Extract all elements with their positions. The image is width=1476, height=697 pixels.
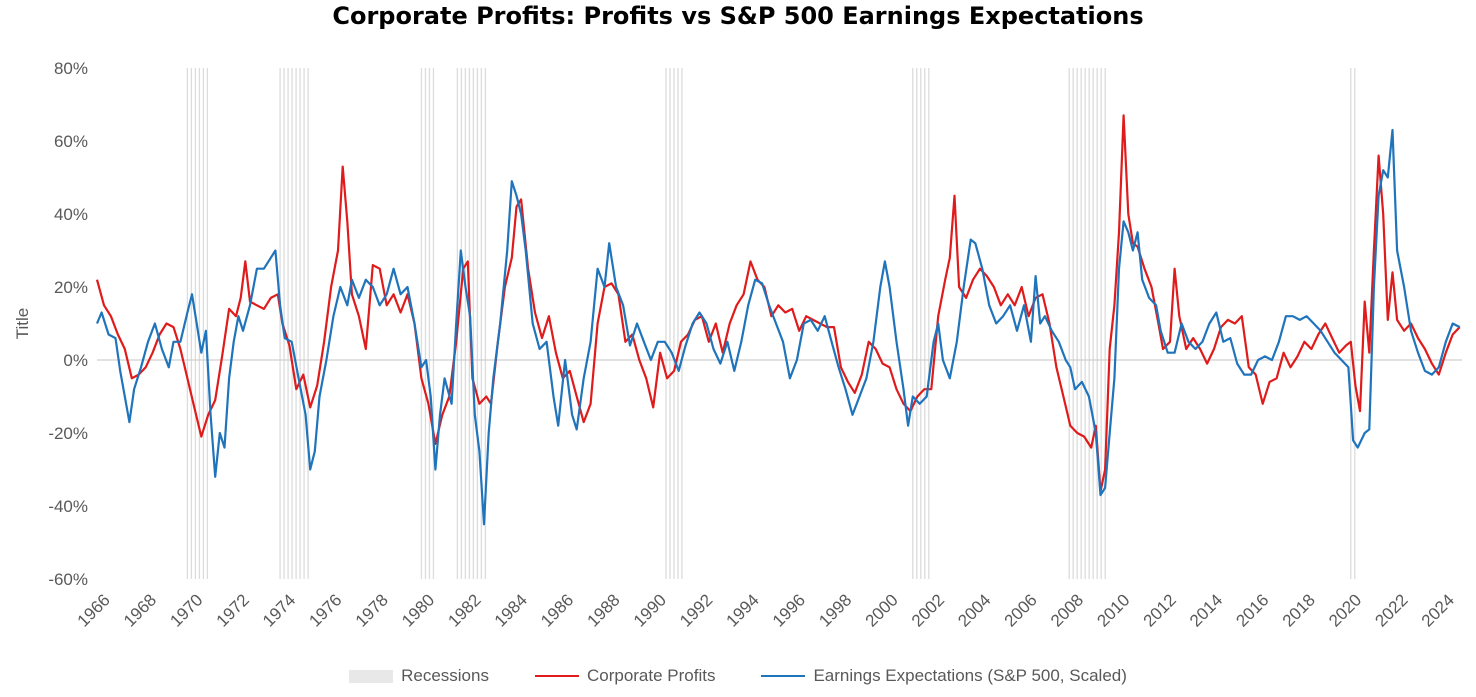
x-tick-label: 1976: [305, 590, 345, 630]
x-tick-label: 1982: [444, 590, 484, 630]
x-tick-label: 1972: [213, 590, 253, 630]
recession-band-2: [279, 68, 309, 579]
x-tick-label: 2024: [1418, 590, 1458, 630]
x-tick-label: 1974: [259, 590, 299, 630]
x-tick-label: 1978: [352, 590, 392, 630]
y-tick-label: 40%: [54, 205, 88, 224]
y-tick-label: -40%: [48, 497, 88, 516]
legend-label-recessions: Recessions: [401, 666, 489, 685]
x-tick-label: 2018: [1279, 590, 1319, 630]
y-tick-label: 20%: [54, 278, 88, 297]
chart-title: Corporate Profits: Profits vs S&P 500 Ea…: [332, 2, 1144, 30]
legend: Recessions Corporate Profits Earnings Ex…: [0, 666, 1476, 686]
x-tick-label: 2014: [1186, 590, 1226, 630]
x-tick-label: 1996: [769, 590, 809, 630]
x-tick-label: 1980: [398, 590, 438, 630]
recession-band-3: [420, 68, 435, 579]
y-axis-title: Title: [13, 308, 32, 340]
x-tick-label: 2008: [1047, 590, 1087, 630]
y-tick-label: 80%: [54, 59, 88, 78]
x-tick-label: 1992: [676, 590, 716, 630]
x-tick-label: 1990: [630, 590, 670, 630]
recession-band-6: [912, 68, 930, 579]
recession-bands: [186, 68, 1356, 579]
legend-label-corporate-profits: Corporate Profits: [586, 666, 716, 685]
legend-swatch-earnings-expectations: [761, 675, 806, 677]
series-lines: [95, 114, 1461, 526]
x-tick-label: 1998: [815, 590, 855, 630]
y-axis-ticks: 80% 60% 40% 20% 0% -20% -40% -60%: [48, 59, 88, 589]
x-tick-label: 2006: [1001, 590, 1041, 630]
x-tick-label: 2016: [1232, 590, 1272, 630]
x-tick-label: 2000: [862, 590, 902, 630]
x-tick-label: 2010: [1093, 590, 1133, 630]
y-tick-label: 0%: [63, 351, 88, 370]
y-tick-label: -60%: [48, 570, 88, 589]
legend-label-earnings-expectations: Earnings Expectations (S&P 500, Scaled): [813, 666, 1127, 685]
legend-item-recessions: Recessions: [349, 666, 489, 686]
legend-swatch-recessions: [349, 669, 394, 683]
legend-swatch-corporate-profits: [534, 675, 579, 677]
x-tick-label: 2012: [1140, 590, 1180, 630]
x-axis-ticks: 1966 1968 1970 1972 1974 1976 1978 1980 1982 1984…: [74, 590, 1458, 630]
x-tick-label: 2020: [1325, 590, 1365, 630]
series-line-earnings-expectations: [95, 128, 1461, 526]
recession-band-8: [1350, 68, 1356, 579]
recession-band-1: [186, 68, 209, 579]
x-tick-label: 2004: [954, 590, 994, 630]
x-tick-label: 1966: [74, 590, 114, 630]
recession-band-5: [665, 68, 683, 579]
y-tick-label: -20%: [48, 424, 88, 443]
y-tick-label: 60%: [54, 132, 88, 151]
recession-band-7: [1068, 68, 1106, 579]
x-tick-label: 1970: [166, 590, 206, 630]
x-tick-label: 2022: [1371, 590, 1411, 630]
legend-item-corporate-profits: Corporate Profits: [534, 666, 716, 686]
legend-item-earnings-expectations: Earnings Expectations (S&P 500, Scaled): [761, 666, 1127, 686]
x-tick-label: 1994: [723, 590, 763, 630]
x-tick-label: 1988: [583, 590, 623, 630]
x-tick-label: 1968: [120, 590, 160, 630]
series-line-corporate-profits: [95, 114, 1461, 493]
x-tick-label: 1984: [491, 590, 531, 630]
x-tick-label: 1986: [537, 590, 577, 630]
x-tick-label: 2002: [908, 590, 948, 630]
